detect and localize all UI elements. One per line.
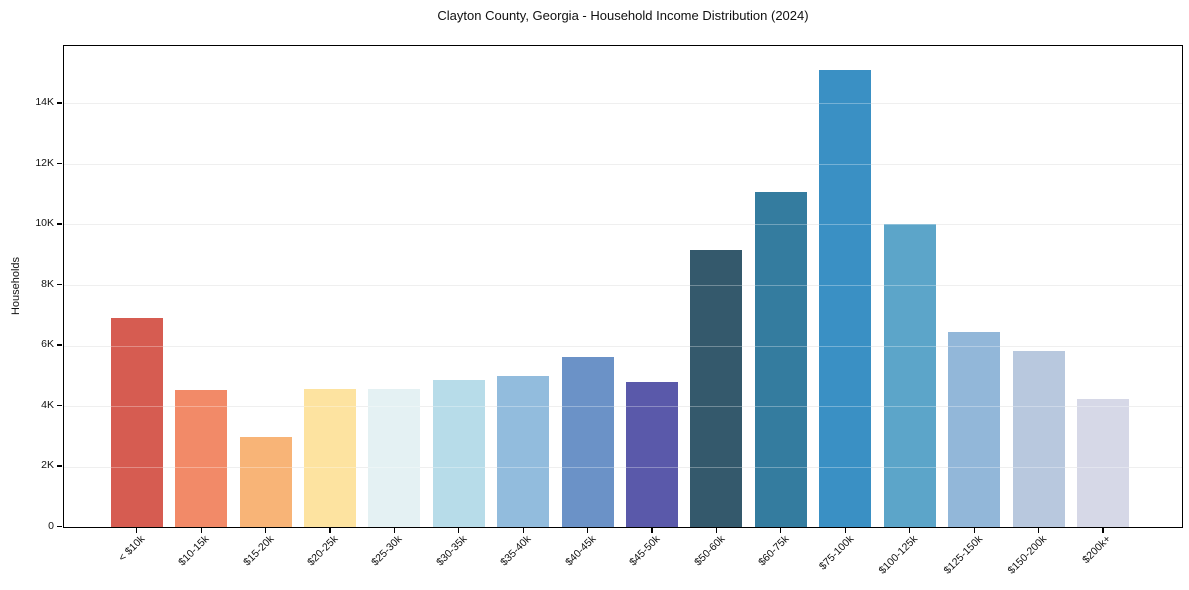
x-tick-mark-45-50k [651, 528, 653, 533]
x-tick-label-10-15k: $10-15k [176, 533, 212, 569]
x-tick-mark-30-35k [458, 528, 460, 533]
y-tick-mark-6K [57, 344, 62, 346]
bar-35-40k [497, 375, 550, 528]
y-tick-mark-8K [57, 283, 62, 286]
y-tick-label-14K: 14K [35, 96, 54, 109]
bar-10-15k [175, 390, 228, 528]
y-tick-mark-4K [57, 404, 62, 407]
gridline-overlay-6000 [63, 345, 1183, 347]
chart-title: Clayton County, Georgia - Household Inco… [437, 8, 809, 23]
y-tick-mark-10K [57, 223, 62, 225]
gridline-14000 [63, 103, 1183, 105]
x-tick-mark-75-100k [844, 528, 846, 533]
bar-100-125k [883, 223, 936, 528]
x-tick-mark-125-150k [973, 528, 975, 533]
y-tick-label-6K: 6K [41, 338, 54, 351]
gridline-overlay-14000 [63, 103, 1183, 105]
x-tick-label-200k: $200k+ [1080, 533, 1114, 567]
x-tick-label-35-40k: $35-40k [498, 533, 534, 569]
y-tick-mark-2K [57, 465, 62, 467]
x-tick-label-150-200k: $150-200k [1005, 533, 1050, 577]
bar-125-150k [948, 331, 1001, 528]
gridline-overlay-4000 [63, 406, 1183, 407]
y-tick-label-12K: 12K [35, 156, 54, 169]
gridline-2000 [63, 466, 1183, 468]
x-tick-label-50-60k: $50-60k [691, 533, 727, 569]
bar-200k [1077, 399, 1129, 528]
x-tick-label-20-25k: $20-25k [305, 533, 341, 569]
gridline-overlay-12000 [63, 163, 1183, 165]
x-tick-mark-35-40k [522, 528, 524, 533]
x-tick-mark-25-30k [393, 528, 395, 533]
gridline-overlay-8000 [63, 285, 1183, 286]
y-tick-mark-12K [57, 162, 62, 165]
bar-40-45k [561, 357, 614, 528]
x-tick-label-125-150k: $125-150k [941, 533, 985, 577]
y-tick-mark-14K [57, 102, 62, 104]
gridline-8000 [63, 285, 1183, 286]
bar-60-75k [754, 192, 807, 528]
bar-75-100k [819, 69, 872, 528]
x-tick-mark-50-60k [715, 528, 718, 533]
y-tick-label-4K: 4K [41, 398, 54, 411]
gridline-4000 [63, 406, 1183, 407]
x-tick-mark-15-20k [264, 528, 267, 533]
gridline-overlay-2000 [63, 466, 1183, 468]
y-tick-mark-0 [57, 525, 62, 528]
x-tick-mark-10k [136, 528, 138, 533]
bar-150-200k [1012, 351, 1065, 528]
x-tick-label-25-30k: $25-30k [369, 533, 405, 569]
x-tick-label-75-100k: $75-100k [816, 533, 856, 573]
bar-15-20k [239, 437, 292, 528]
x-tick-mark-10-15k [200, 528, 202, 533]
gridline-overlay-10000 [63, 224, 1183, 226]
bar-50-60k [690, 249, 743, 528]
bar-20-25k [303, 389, 356, 528]
plot-area [63, 45, 1183, 528]
x-tick-mark-100-125k [909, 528, 911, 533]
x-tick-label-15-20k: $15-20k [240, 533, 277, 569]
y-tick-label-10K: 10K [35, 217, 54, 230]
x-tick-mark-60-75k [780, 528, 782, 533]
x-tick-mark-150-200k [1037, 528, 1040, 533]
x-tick-label-60-75k: $60-75k [756, 533, 792, 569]
gridline-12000 [63, 163, 1183, 165]
x-tick-mark-200k [1102, 528, 1104, 533]
x-tick-mark-40-45k [587, 528, 589, 533]
x-tick-label-45-50k: $45-50k [627, 533, 663, 569]
x-tick-label-40-45k: $40-45k [562, 533, 599, 569]
gridline-6000 [63, 345, 1183, 347]
x-tick-label-100-125k: $100-125k [876, 533, 921, 577]
y-tick-label-0: 0 [48, 520, 54, 532]
bar-30-35k [432, 380, 485, 528]
bar-45-50k [626, 381, 679, 528]
x-tick-label-10k: < $10k [116, 533, 148, 564]
x-tick-mark-20-25k [329, 528, 331, 533]
x-tick-label-30-35k: $30-35k [433, 533, 470, 569]
bar-25-30k [368, 388, 421, 528]
gridline-10000 [63, 224, 1183, 226]
bar-10k [110, 317, 163, 528]
y-tick-label-8K: 8K [41, 277, 54, 290]
y-tick-label-2K: 2K [41, 459, 54, 472]
